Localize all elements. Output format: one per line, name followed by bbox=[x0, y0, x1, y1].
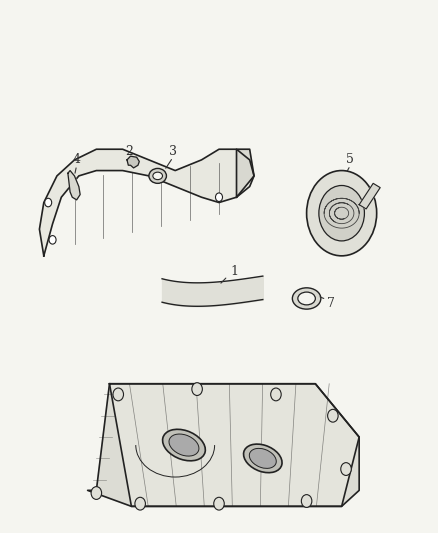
Ellipse shape bbox=[249, 448, 276, 469]
Ellipse shape bbox=[298, 292, 315, 305]
Circle shape bbox=[49, 236, 56, 244]
Circle shape bbox=[301, 495, 312, 507]
Polygon shape bbox=[237, 149, 254, 197]
Circle shape bbox=[214, 497, 224, 510]
Circle shape bbox=[271, 388, 281, 401]
Text: 5: 5 bbox=[346, 154, 354, 166]
Ellipse shape bbox=[244, 444, 282, 473]
Text: 2: 2 bbox=[125, 146, 133, 158]
Ellipse shape bbox=[169, 434, 199, 456]
Ellipse shape bbox=[292, 288, 321, 309]
Polygon shape bbox=[68, 171, 80, 200]
Circle shape bbox=[215, 193, 223, 201]
Ellipse shape bbox=[162, 429, 205, 461]
Text: 3: 3 bbox=[169, 146, 177, 158]
Circle shape bbox=[45, 198, 52, 207]
Polygon shape bbox=[39, 149, 254, 256]
Polygon shape bbox=[110, 384, 359, 506]
Text: 1: 1 bbox=[230, 265, 238, 278]
Text: 7: 7 bbox=[327, 297, 335, 310]
Polygon shape bbox=[359, 183, 380, 209]
Circle shape bbox=[91, 487, 102, 499]
Circle shape bbox=[341, 463, 351, 475]
Ellipse shape bbox=[149, 168, 166, 183]
Circle shape bbox=[307, 171, 377, 256]
Circle shape bbox=[192, 383, 202, 395]
Circle shape bbox=[319, 185, 364, 241]
Ellipse shape bbox=[153, 172, 162, 180]
Polygon shape bbox=[127, 156, 139, 168]
Circle shape bbox=[113, 388, 124, 401]
Polygon shape bbox=[88, 384, 359, 506]
Circle shape bbox=[328, 409, 338, 422]
Text: 4: 4 bbox=[73, 154, 81, 166]
Circle shape bbox=[135, 497, 145, 510]
